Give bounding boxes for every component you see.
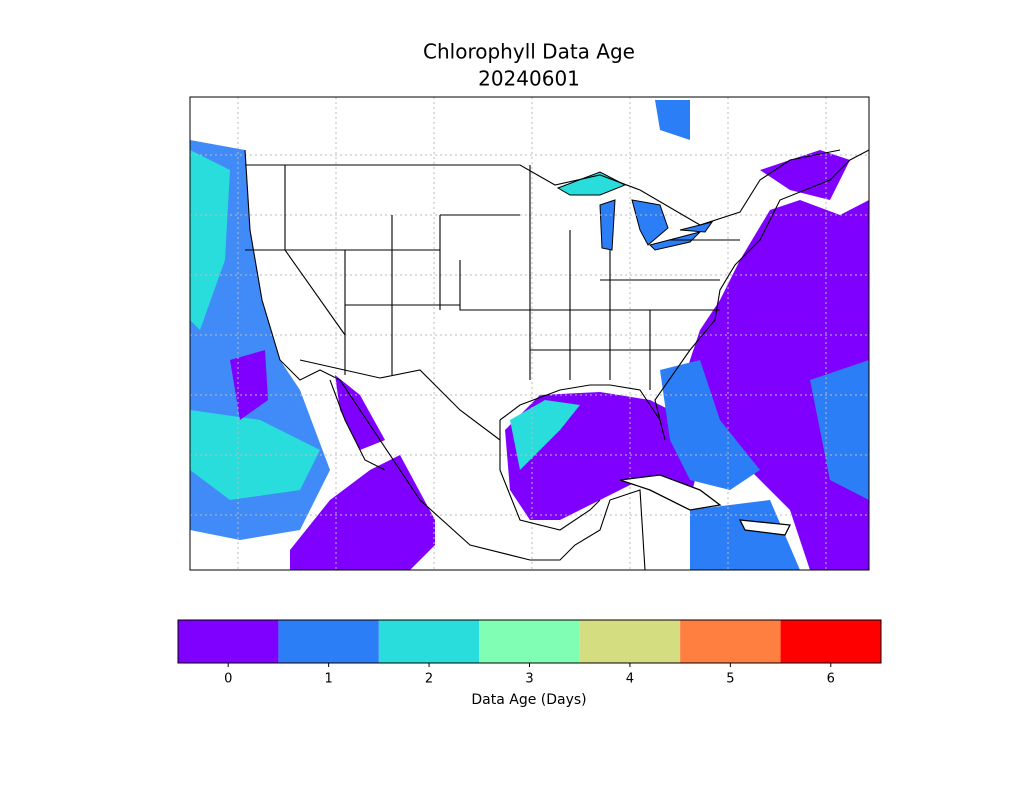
colorbar-label: Data Age (Days)	[471, 692, 586, 708]
colorbar-segment	[680, 620, 781, 663]
colorbar-segment	[278, 620, 379, 663]
colorbar-tick-label: 4	[626, 672, 634, 687]
colorbar-frame	[177, 619, 882, 664]
colorbar-tick-label: 2	[425, 672, 433, 687]
colorbar-tick-label: 3	[525, 672, 533, 687]
colorbar-segment	[479, 620, 580, 663]
colorbar-tick-label: 0	[224, 672, 232, 687]
colorbar-tick-label: 5	[726, 672, 734, 687]
colorbar-segment	[378, 620, 480, 663]
map-frame	[189, 96, 870, 571]
map-area	[190, 97, 869, 570]
colorbar: 0 1 2 3 4 5 6	[178, 620, 881, 687]
colorbar-segment	[579, 620, 681, 663]
map-subtitle: 20240601	[478, 67, 580, 91]
colorbar-segment	[178, 620, 279, 663]
colorbar-tick-label: 6	[827, 672, 835, 687]
map-title: Chlorophyll Data Age	[423, 40, 635, 64]
colorbar-tick-label: 1	[325, 672, 333, 687]
colorbar-segment	[780, 620, 881, 663]
